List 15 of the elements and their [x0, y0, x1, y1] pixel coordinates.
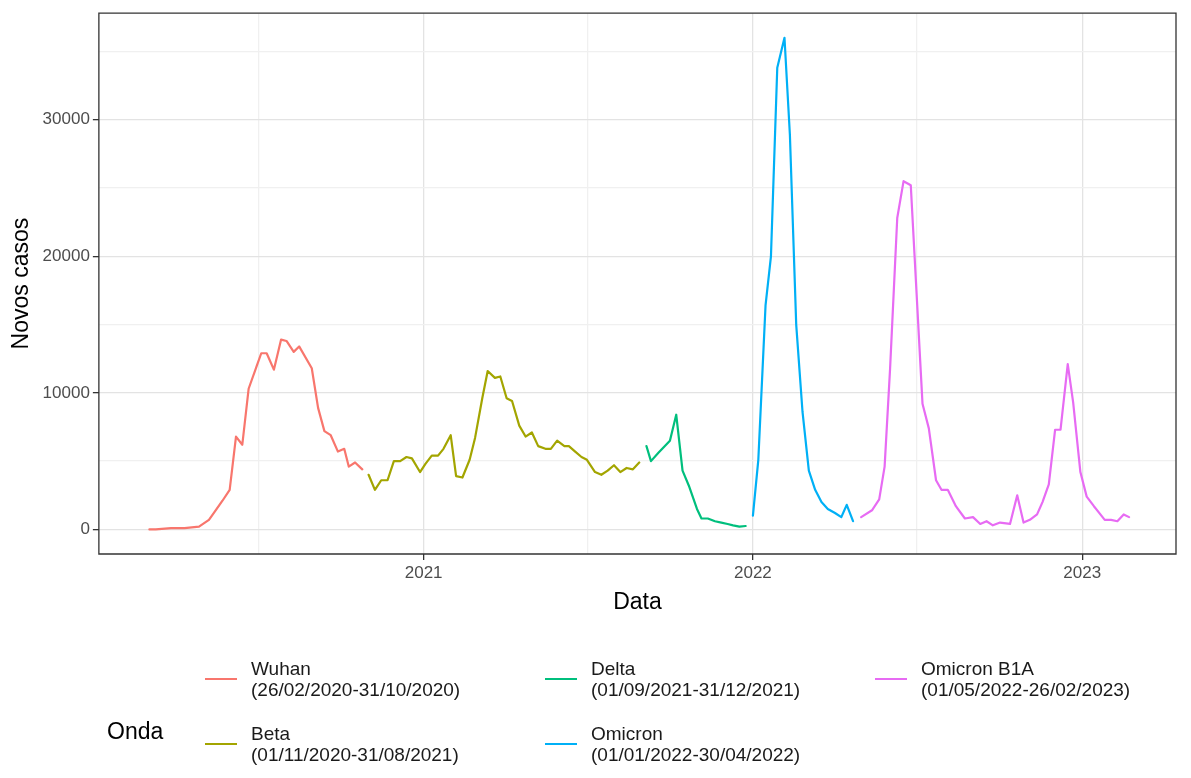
legend-label: Omicron (01/01/2022-30/04/2022): [591, 723, 801, 765]
legend-label: Wuhan (26/02/2020-31/10/2020): [251, 658, 461, 700]
x-tick-label: 2022: [733, 562, 772, 582]
x-tick-label: 2023: [1063, 562, 1102, 582]
x-tick-label: 2021: [404, 562, 443, 582]
legend-label: Omicron B1A (01/05/2022-26/02/2023): [921, 658, 1131, 700]
y-tick-label: 10000: [42, 382, 90, 402]
y-tick-label: 20000: [42, 245, 90, 265]
legend-label: Delta (01/09/2021-31/12/2021): [591, 658, 801, 700]
y-tick-label: 0: [80, 519, 90, 539]
legend-label: Beta (01/11/2020-31/08/2021): [251, 723, 459, 765]
legend-title: Onda: [107, 718, 164, 745]
y-axis-title: Novos casos: [7, 217, 34, 350]
x-axis-title: Data: [613, 587, 662, 614]
y-tick-label: 30000: [42, 109, 90, 129]
